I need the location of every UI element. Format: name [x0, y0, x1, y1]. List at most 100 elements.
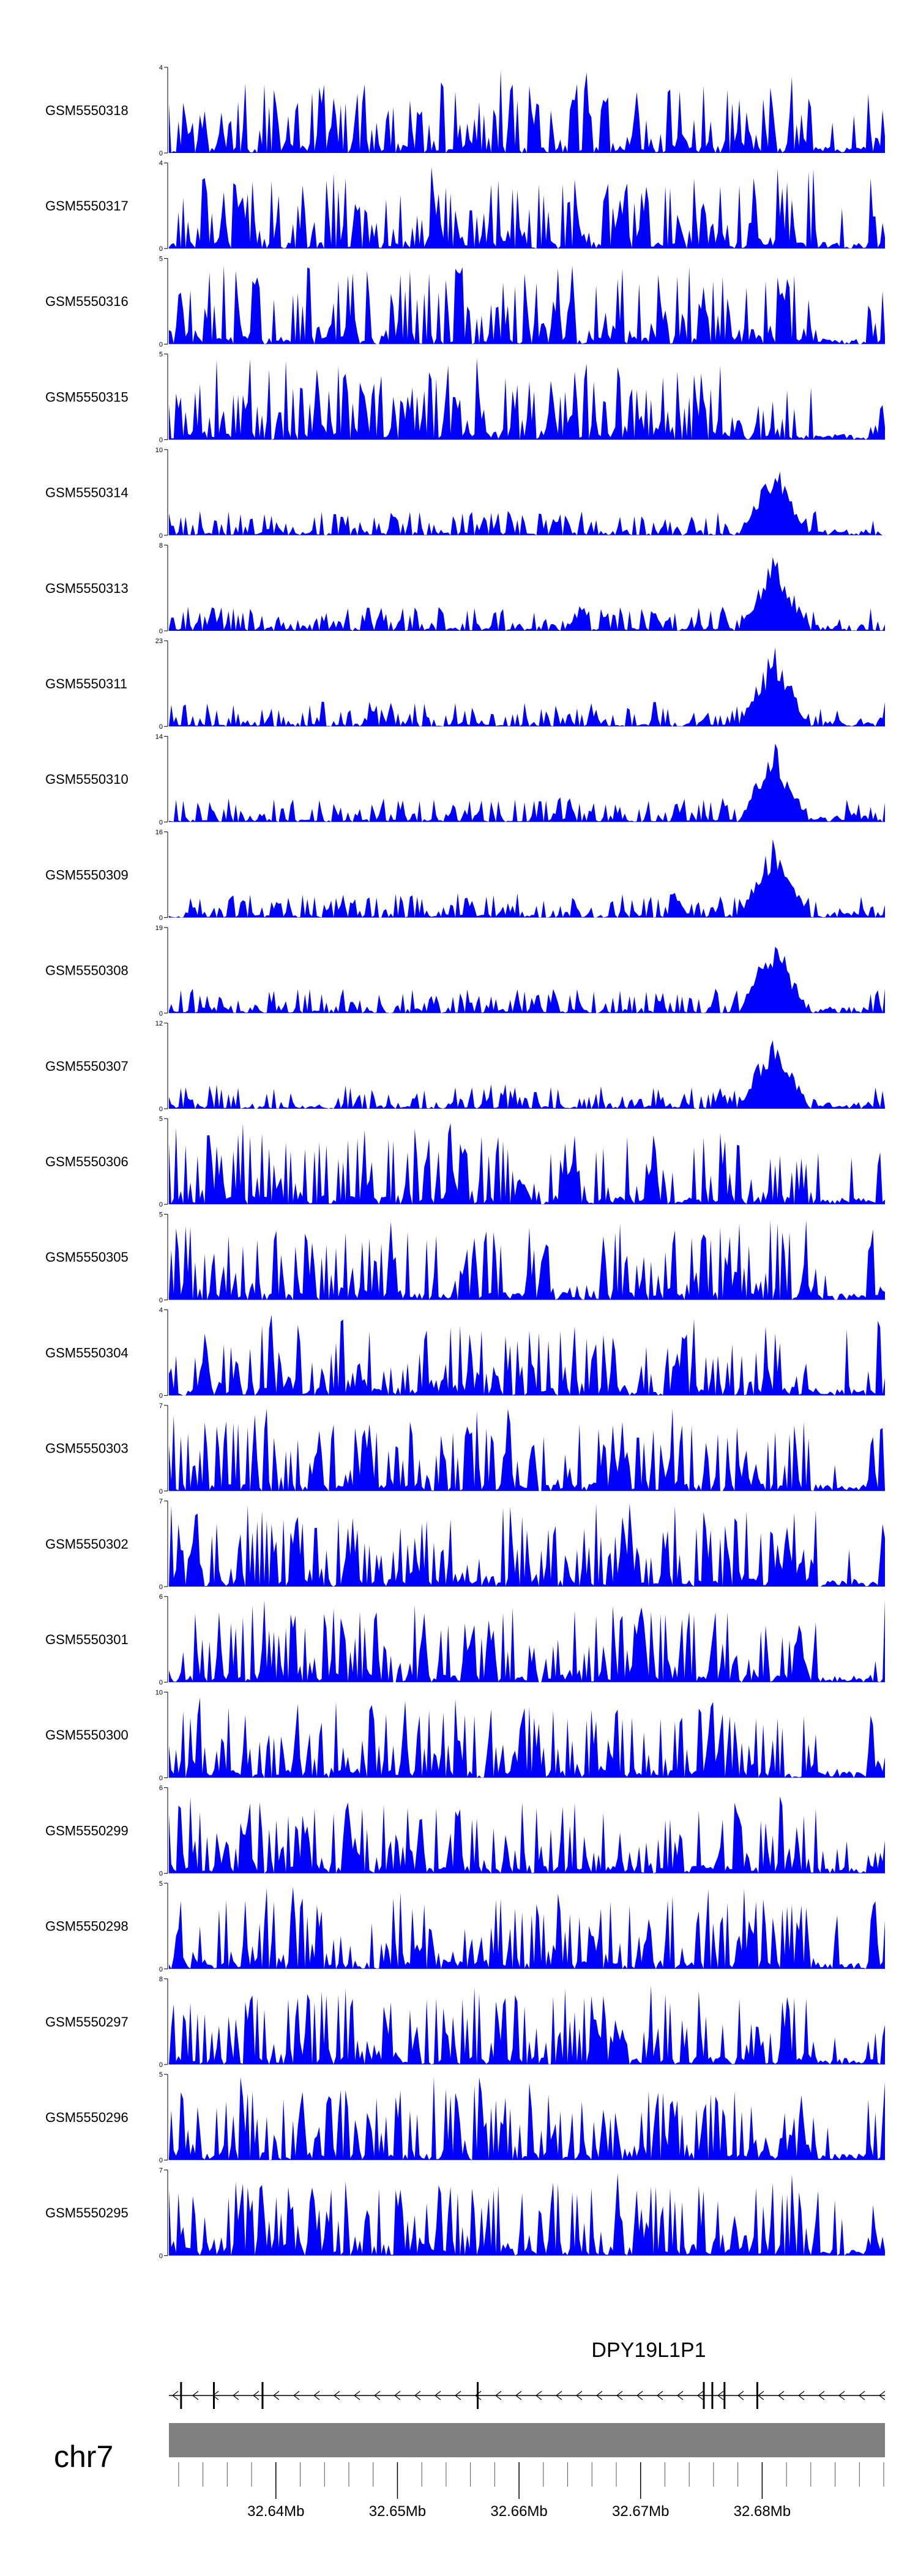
y-min-label: 0: [159, 532, 163, 540]
y-max-label: 7: [159, 2167, 163, 2174]
y-max-label: 5: [159, 1115, 163, 1123]
strand-arrow: [192, 2391, 199, 2400]
track-label: GSM5550296: [45, 2110, 129, 2125]
track-label: GSM5550301: [45, 1632, 129, 1647]
signal-track: GSM5550316 5 0: [45, 255, 885, 348]
track-label: GSM5550308: [45, 963, 129, 978]
strand-arrow: [435, 2391, 441, 2400]
y-min-label: 0: [159, 1966, 163, 1973]
y-max-label: 7: [159, 1402, 163, 1410]
coverage-area: [169, 265, 885, 344]
signal-track: GSM5550303 7 0: [45, 1402, 885, 1495]
y-max-label: 6: [159, 1593, 163, 1601]
y-max-label: 7: [159, 1498, 163, 1505]
coverage-area: [169, 358, 885, 440]
strand-arrow: [394, 2391, 401, 2400]
y-max-label: 14: [155, 733, 163, 740]
signal-track: GSM5550296 5 0: [45, 2071, 885, 2164]
track-label: GSM5550297: [45, 2014, 129, 2030]
strand-arrow: [677, 2391, 684, 2400]
strand-arrow: [758, 2391, 764, 2400]
y-min-label: 0: [159, 915, 163, 922]
strand-arrow: [334, 2391, 340, 2400]
strand-arrow: [293, 2391, 300, 2400]
y-min-label: 0: [159, 2252, 163, 2260]
coverage-area: [169, 947, 885, 1013]
strand-arrow: [313, 2391, 320, 2400]
track-label: GSM5550309: [45, 867, 129, 882]
strand-arrow: [798, 2391, 805, 2400]
strand-arrow: [636, 2391, 643, 2400]
y-min-label: 0: [159, 1488, 163, 1495]
y-min-label: 0: [159, 150, 163, 157]
strand-arrow: [879, 2391, 886, 2400]
y-min-label: 0: [159, 1679, 163, 1686]
y-min-label: 0: [159, 1871, 163, 1878]
gene-label: DPY19L1P1: [591, 2339, 706, 2362]
coverage-area: [169, 1409, 885, 1491]
signal-track: GSM5550305 5 0: [45, 1211, 885, 1304]
strand-arrow: [616, 2391, 623, 2400]
track-label: GSM5550298: [45, 1919, 129, 1934]
chrom-label: chr7: [54, 2440, 113, 2474]
y-max-label: 19: [155, 925, 163, 932]
coverage-area: [169, 557, 885, 631]
track-label: GSM5550295: [45, 2205, 129, 2220]
strand-arrow: [717, 2391, 724, 2400]
y-max-label: 5: [159, 351, 163, 359]
strand-arrow: [515, 2391, 522, 2400]
signal-track: GSM5550318 4 0: [45, 64, 885, 157]
strand-arrow: [233, 2391, 239, 2400]
y-max-label: 8: [159, 1976, 163, 1983]
y-max-label: 8: [159, 542, 163, 549]
y-min-label: 0: [159, 1584, 163, 1591]
signal-track: GSM5550295 7 0: [45, 2167, 885, 2260]
track-label: GSM5550318: [45, 103, 129, 118]
coverage-area: [169, 839, 885, 918]
y-max-label: 10: [155, 1689, 163, 1696]
signal-track: GSM5550314 10 0: [45, 447, 885, 540]
coverage-area: [169, 70, 885, 153]
strand-arrow: [697, 2391, 704, 2400]
coverage-area: [169, 647, 885, 727]
coverage-area: [169, 1697, 885, 1778]
strand-arrow: [838, 2391, 845, 2400]
y-min-label: 0: [159, 723, 163, 731]
coverage-area: [169, 1796, 885, 1874]
y-max-label: 10: [155, 447, 163, 454]
track-label: GSM5550299: [45, 1823, 129, 1838]
chromosome-band: [169, 2423, 885, 2457]
y-min-label: 0: [159, 341, 163, 348]
track-label: GSM5550311: [45, 676, 127, 691]
y-max-label: 12: [155, 1020, 163, 1027]
strand-arrow: [556, 2391, 562, 2400]
x-tick-label: 32.64Mb: [247, 2503, 304, 2520]
y-min-label: 0: [159, 628, 163, 635]
signal-track: GSM5550299 6 0: [45, 1785, 885, 1878]
coverage-area: [169, 1040, 885, 1109]
ideogram: chr7: [54, 2423, 885, 2474]
y-max-label: 4: [159, 1307, 163, 1314]
signal-track: GSM5550304 4 0: [45, 1307, 885, 1400]
y-min-label: 0: [159, 1297, 163, 1304]
signal-track: GSM5550311 23 0: [45, 638, 885, 731]
track-label: GSM5550313: [45, 581, 129, 596]
coverage-area: [169, 2173, 885, 2256]
coverage-area: [169, 1314, 885, 1396]
strand-arrow: [253, 2391, 259, 2400]
x-tick-label: 32.67Mb: [612, 2503, 669, 2520]
gene-model: DPY19L1P1: [169, 2339, 886, 2409]
signal-track: GSM5550301 6 0: [45, 1593, 885, 1686]
y-min-label: 0: [159, 245, 163, 253]
y-max-label: 16: [155, 829, 163, 836]
y-max-label: 5: [159, 1211, 163, 1218]
track-label: GSM5550304: [45, 1345, 129, 1360]
signal-track: GSM5550308 19 0: [45, 925, 885, 1018]
signal-track: GSM5550300 10 0: [45, 1689, 885, 1782]
y-max-label: 4: [159, 160, 163, 167]
y-min-label: 0: [159, 1201, 163, 1208]
signal-track: GSM5550302 7 0: [45, 1498, 885, 1591]
y-min-label: 0: [159, 1010, 163, 1018]
coverage-area: [169, 1985, 885, 2064]
